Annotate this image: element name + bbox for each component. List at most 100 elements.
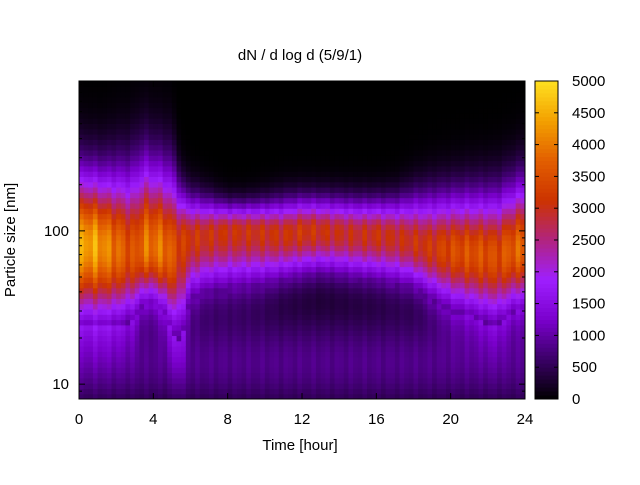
heatmap-cell <box>325 128 331 135</box>
heatmap-cell <box>144 324 150 331</box>
heatmap-cell <box>320 202 326 209</box>
heatmap-cell <box>116 271 122 278</box>
heatmap-cell <box>441 86 447 93</box>
heatmap-cell <box>185 208 192 215</box>
heatmap-cell <box>413 107 419 114</box>
heatmap-cell <box>88 340 94 347</box>
heatmap-cell <box>455 213 461 220</box>
heatmap-cell <box>232 112 238 119</box>
heatmap-cell <box>162 266 168 273</box>
heatmap-cell <box>97 213 103 220</box>
heatmap-cell <box>427 234 433 241</box>
heatmap-cell <box>264 234 271 241</box>
heatmap-cell <box>97 139 103 146</box>
heatmap-cell <box>102 361 108 368</box>
heatmap-cell <box>79 314 85 321</box>
heatmap-cell <box>250 86 257 93</box>
heatmap-cell <box>427 255 433 262</box>
heatmap-cell <box>106 187 113 193</box>
heatmap-cell <box>329 346 336 352</box>
heatmap-cell <box>385 367 391 374</box>
heatmap-cell <box>404 128 410 135</box>
heatmap-cell <box>422 319 429 326</box>
heatmap-cell <box>269 202 275 209</box>
heatmap-cell <box>185 86 192 93</box>
heatmap-cell <box>148 165 154 172</box>
heatmap-cell <box>376 324 382 331</box>
heatmap-cell <box>139 393 145 399</box>
heatmap-cell <box>432 134 438 140</box>
heatmap-cell <box>399 324 405 331</box>
heatmap-cell <box>269 144 275 151</box>
heatmap-cell <box>450 197 456 204</box>
heatmap-cell <box>139 356 145 363</box>
heatmap-cell <box>427 245 433 252</box>
heatmap-cell <box>320 261 326 268</box>
heatmap-cell <box>297 293 303 299</box>
heatmap-cell <box>446 112 452 119</box>
heatmap-cell <box>232 330 238 336</box>
heatmap-cell <box>176 250 182 257</box>
heatmap-cell <box>306 171 312 177</box>
heatmap-cell <box>278 372 285 379</box>
heatmap-cell <box>413 213 419 220</box>
heatmap-cell <box>390 303 396 310</box>
heatmap-cell <box>436 335 442 342</box>
heatmap-cell <box>269 181 275 188</box>
heatmap-cell <box>455 351 461 358</box>
heatmap-cell <box>204 250 210 257</box>
heatmap-cell <box>209 192 215 199</box>
heatmap-cell <box>353 208 359 215</box>
heatmap-cell <box>278 293 285 299</box>
heatmap-cell <box>227 303 233 310</box>
heatmap-cell <box>422 377 429 384</box>
heatmap-cell <box>325 340 331 347</box>
heatmap-cell <box>367 149 373 156</box>
heatmap-cell <box>329 171 336 177</box>
heatmap-cell <box>343 176 350 183</box>
heatmap-cell <box>339 224 345 230</box>
heatmap-cell <box>278 96 285 103</box>
heatmap-cell <box>441 171 447 177</box>
heatmap-cell <box>334 388 340 395</box>
heatmap-cell <box>325 160 331 167</box>
heatmap-cell <box>362 102 368 109</box>
heatmap-cell <box>162 308 168 315</box>
heatmap-cell <box>380 176 387 183</box>
heatmap-cell <box>79 112 85 119</box>
heatmap-cell <box>288 245 294 252</box>
heatmap-cell <box>306 139 312 146</box>
heatmap-cell <box>157 118 164 124</box>
heatmap-cell <box>227 356 233 363</box>
heatmap-cell <box>116 91 122 98</box>
heatmap-cell <box>111 351 117 358</box>
heatmap-cell <box>204 245 210 252</box>
heatmap-cell <box>413 388 419 395</box>
heatmap-cell <box>209 144 215 151</box>
heatmap-cell <box>302 303 308 310</box>
heatmap-cell <box>269 383 275 389</box>
heatmap-cell <box>297 266 303 273</box>
heatmap-cell <box>255 218 261 225</box>
heatmap-cell <box>283 139 289 146</box>
heatmap-cell <box>157 139 164 146</box>
heatmap-cell <box>311 319 317 326</box>
heatmap-cell <box>232 192 238 199</box>
heatmap-cell <box>315 128 322 135</box>
heatmap-cell <box>292 340 298 347</box>
heatmap-cell <box>218 192 224 199</box>
heatmap-cell <box>232 293 238 299</box>
heatmap-cell <box>199 107 206 114</box>
heatmap-cell <box>83 134 89 140</box>
heatmap-cell <box>79 266 85 273</box>
heatmap-cell <box>306 192 312 199</box>
heatmap-cell <box>162 388 168 395</box>
heatmap-cell <box>441 107 447 114</box>
heatmap-cell <box>269 261 275 268</box>
heatmap-cell <box>148 213 154 220</box>
heatmap-cell <box>357 361 363 368</box>
heatmap-cell <box>459 234 466 241</box>
heatmap-cell <box>427 123 433 130</box>
heatmap-cell <box>311 388 317 395</box>
heatmap-cell <box>209 181 215 188</box>
